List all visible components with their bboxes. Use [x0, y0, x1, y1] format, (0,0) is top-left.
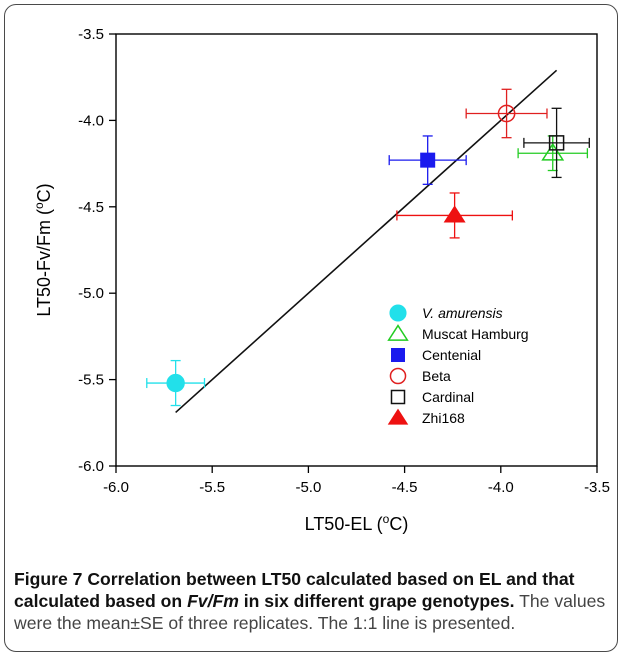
legend-label: Cardinal	[422, 389, 474, 405]
legend-marker	[390, 389, 406, 405]
legend-marker	[387, 324, 409, 341]
legend-label: V. amurensis	[422, 305, 503, 321]
x-tick-label: -4.0	[488, 479, 514, 496]
data-point-beta	[465, 88, 548, 139]
caption-title-prefix: Figure 7 Correlation between LT50 calcul…	[14, 569, 575, 611]
y-tick-label: -3.5	[78, 26, 104, 43]
caption-title: Figure 7 Correlation between LT50 calcul…	[14, 569, 575, 611]
caption-title-suffix: in six different grape genotypes.	[238, 591, 515, 611]
legend-label: Muscat Hamburg	[422, 326, 529, 342]
x-tick-label: -6.0	[103, 479, 129, 496]
x-tick-label: -5.0	[295, 479, 321, 496]
legend-label: Zhi168	[422, 410, 465, 426]
y-tick-label: -6.0	[78, 458, 104, 475]
caption-title-italic: Fv/Fm	[187, 591, 239, 611]
data-point-zhi168	[396, 192, 513, 239]
y-tick-label: -5.0	[78, 285, 104, 302]
legend-item: Beta	[389, 367, 451, 385]
data-point-muscat-hamburg	[517, 135, 589, 172]
data-point-cardinal	[523, 107, 590, 179]
x-axis-label: LT50-EL (oC)	[305, 512, 409, 534]
legend-item: Zhi168	[387, 408, 465, 426]
data-marker	[548, 135, 565, 151]
legend-item: Cardinal	[390, 389, 474, 405]
one-to-one-line	[175, 69, 558, 414]
legend-item: Muscat Hamburg	[387, 324, 529, 342]
legend-label: Beta	[422, 368, 451, 384]
scatter-chart: -6.0 -5.5 -5.0 -4.5 -4.0 -3.5 -3.5 -4.0 -4.5 -5.0…	[32, 26, 610, 534]
legend-item: Centenial	[391, 347, 481, 363]
data-marker	[420, 152, 436, 168]
data-marker	[166, 373, 185, 393]
data-marker	[541, 142, 565, 161]
legend-marker	[387, 408, 409, 425]
figure-caption: Figure 7 Correlation between LT50 calcul…	[14, 568, 614, 634]
legend-marker	[389, 304, 407, 322]
data-marker	[497, 104, 516, 123]
plot-area-frame	[115, 33, 598, 467]
caption-body: The values were the mean±SE of three rep…	[14, 591, 606, 633]
y-axis-label: LT50-Fv/Fm (oC)	[32, 183, 54, 316]
legend-marker	[391, 348, 405, 362]
y-tick-label: -4.5	[78, 199, 104, 216]
figure-frame	[4, 4, 618, 652]
x-tick-label: -5.5	[199, 479, 225, 496]
legend-label: Centenial	[422, 347, 481, 363]
legend-marker	[389, 367, 407, 385]
data-point-v-amurensis	[146, 359, 206, 407]
x-tick-label: -4.5	[392, 479, 418, 496]
x-tick-label: -3.5	[584, 479, 610, 496]
data-marker	[443, 205, 466, 223]
y-tick-label: -5.5	[78, 372, 104, 389]
data-point-centenial	[388, 135, 467, 185]
y-tick-label: -4.0	[78, 112, 104, 129]
legend-item: V. amurensis	[389, 304, 503, 322]
